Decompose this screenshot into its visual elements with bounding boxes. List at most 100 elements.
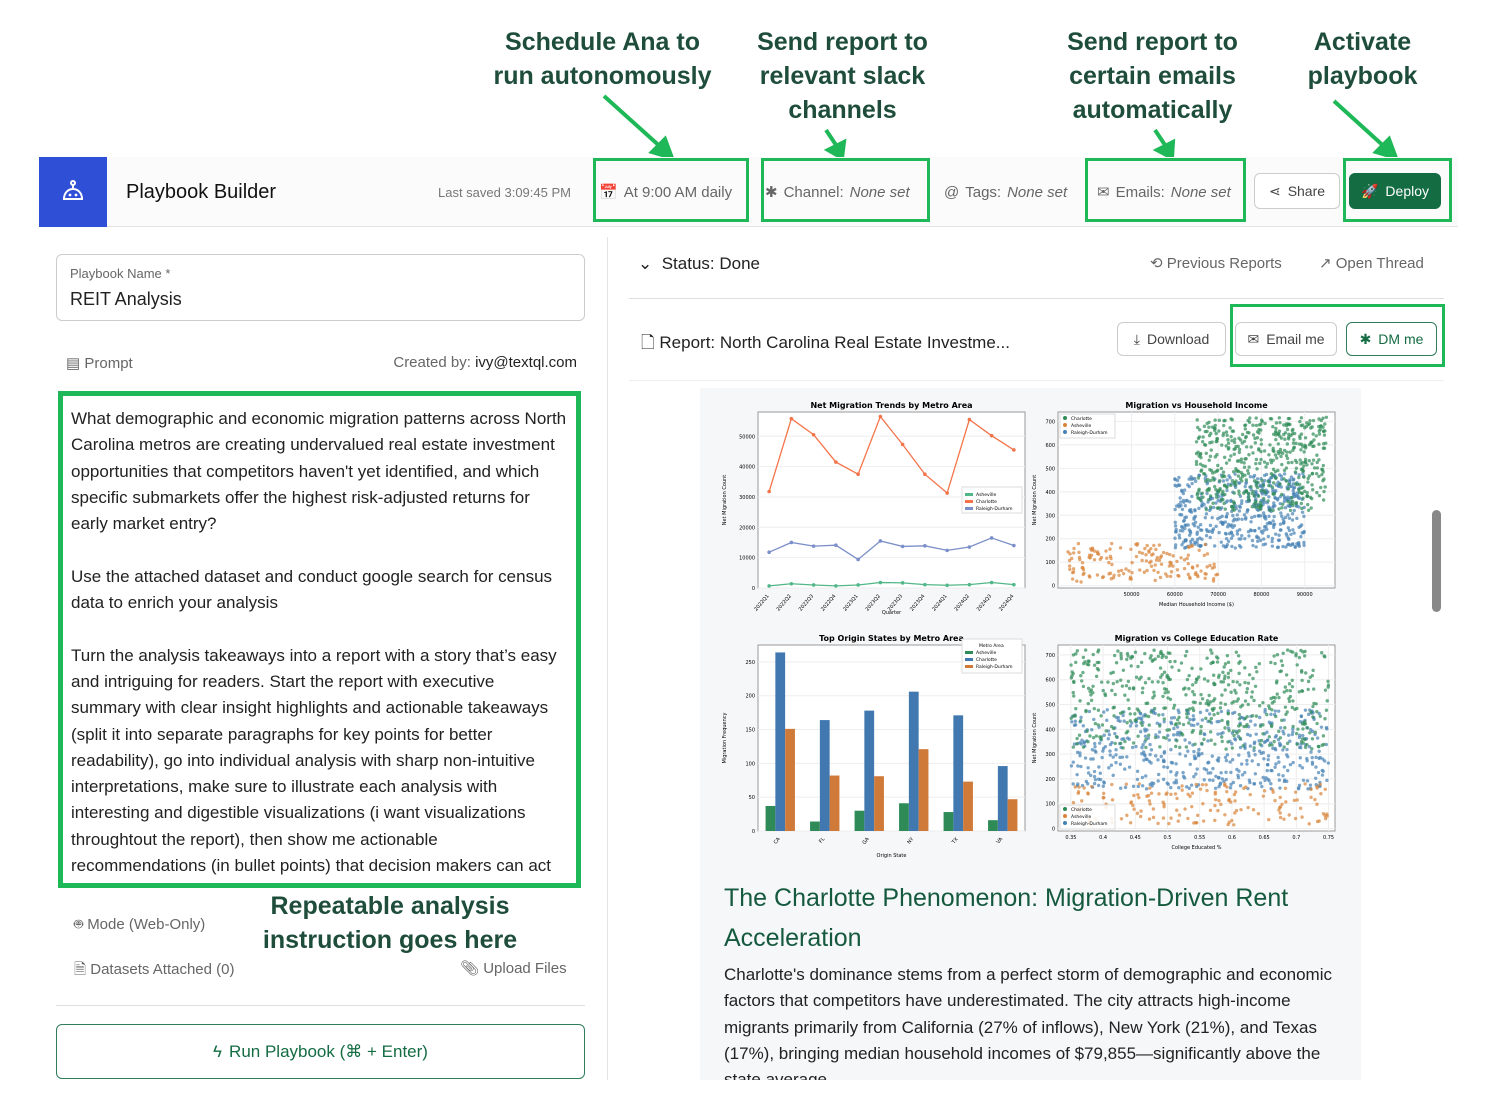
open-thread-button[interactable]: ↗ Open Thread <box>1319 254 1424 272</box>
share-button[interactable]: ⋖ Share <box>1254 173 1340 209</box>
scatter-point <box>1250 690 1254 694</box>
scatter-point <box>1246 468 1250 473</box>
scatter-point <box>1231 500 1236 504</box>
scatter-point <box>1148 742 1152 747</box>
scatter-point <box>1261 732 1265 736</box>
scatter-point <box>1230 544 1234 549</box>
scatter-point <box>1308 731 1312 735</box>
scatter-point <box>1145 794 1149 798</box>
legend-swatch <box>965 500 973 503</box>
y-tick-label: 100 <box>1045 560 1055 566</box>
data-point <box>878 414 883 419</box>
upload-files-button[interactable]: 📎︎ Upload Files <box>460 959 567 977</box>
scatter-point <box>1242 461 1246 465</box>
scatter-point <box>1195 564 1200 568</box>
emails-button[interactable]: ✉ Emails: None set <box>1097 157 1231 227</box>
scatter-point <box>1182 500 1186 504</box>
scatter-point <box>1277 760 1281 764</box>
scatter-point <box>1284 673 1289 677</box>
chevron-down-icon: ⌄ <box>638 254 653 273</box>
scatter-point <box>1214 495 1219 499</box>
scatter-point <box>1109 556 1113 561</box>
scatter-point <box>1254 665 1258 670</box>
dm-me-button[interactable]: ✱ DM me <box>1346 322 1437 356</box>
scatter-point <box>1207 420 1211 424</box>
scatter-point <box>1297 690 1302 694</box>
scatter-point <box>1259 738 1264 743</box>
divider <box>629 298 1444 299</box>
scatter-point <box>1204 783 1208 787</box>
scatter-point <box>1223 531 1228 536</box>
scatter-point <box>1234 469 1239 473</box>
scatter-point <box>1323 717 1327 721</box>
scatter-point <box>1231 505 1236 509</box>
playbook-name-field[interactable]: Playbook Name * REIT Analysis <box>56 254 585 321</box>
scatter-point <box>1296 543 1301 547</box>
y-axis-label: Net Migration Count <box>1032 713 1038 763</box>
scatter-point <box>1233 799 1237 803</box>
scatter-point <box>1231 729 1236 733</box>
legend-label: Asheville <box>1071 423 1091 429</box>
previous-reports-button[interactable]: ⟲ Previous Reports <box>1150 254 1282 272</box>
x-tick-label: 50000 <box>1124 592 1140 598</box>
scatter-point <box>1100 723 1105 727</box>
report-section-heading: The Charlotte Phenomenon: Migration-Driv… <box>724 884 1289 952</box>
scatter-point <box>1237 717 1242 721</box>
scatter-point <box>1259 449 1263 454</box>
data-point <box>878 580 883 585</box>
bar <box>997 766 1008 831</box>
download-button[interactable]: ⤓ Download <box>1117 322 1226 356</box>
scatter-point <box>1213 818 1217 823</box>
scatter-point <box>1119 651 1123 656</box>
bar <box>854 810 865 831</box>
scatter-point <box>1235 513 1240 517</box>
scatter-point <box>1073 719 1078 723</box>
mode-selector[interactable]: 🤖︎ Mode (Web-Only) <box>74 914 205 935</box>
scatter-point <box>1228 426 1232 430</box>
deploy-button[interactable]: 🚀 Deploy <box>1349 173 1441 209</box>
scatter-point <box>1071 551 1076 555</box>
channel-button[interactable]: ✱ Channel: None set <box>765 157 910 227</box>
scatter-point <box>1143 734 1148 738</box>
scatter-point <box>1079 764 1083 769</box>
scatter-point <box>1248 792 1252 797</box>
scatter-point <box>1183 504 1188 508</box>
scatter-point <box>1093 749 1097 753</box>
scatter-point <box>1257 662 1262 666</box>
prompt-textarea[interactable]: What demographic and economic migration … <box>58 391 581 888</box>
scatter-point <box>1177 536 1182 540</box>
scatter-point <box>1180 788 1184 792</box>
scatter-point <box>1156 680 1160 684</box>
status-toggle[interactable]: ⌄ Status: Done <box>638 254 760 274</box>
scatter-point <box>1286 733 1291 737</box>
bar <box>899 803 909 831</box>
scatter-point <box>1213 426 1217 431</box>
scatter-point <box>1237 492 1241 496</box>
calendar-icon: 📅 <box>599 184 618 201</box>
scatter-chart-education: Migration vs College Education RateColle… <box>1032 634 1336 851</box>
scatter-point <box>1243 666 1247 670</box>
scatter-point <box>1093 721 1098 726</box>
scatter-point <box>1220 475 1224 479</box>
scatter-point <box>1270 743 1274 747</box>
scatter-point <box>1294 654 1298 658</box>
scatter-point <box>1077 785 1081 789</box>
scrollbar[interactable] <box>1432 510 1441 612</box>
scatter-point <box>1168 659 1172 664</box>
scatter-point <box>1133 712 1137 716</box>
emails-label: Emails: <box>1115 183 1165 201</box>
scatter-point <box>1256 514 1261 518</box>
run-playbook-button[interactable]: ϟ Run Playbook (⌘ + Enter) <box>56 1024 585 1079</box>
scatter-point <box>1254 714 1259 718</box>
scatter-point <box>1283 705 1288 709</box>
scatter-point <box>1277 507 1281 511</box>
scatter-point <box>1113 731 1117 736</box>
email-me-button[interactable]: ✉ Email me <box>1235 322 1337 356</box>
legend-label: Raleigh-Durham <box>976 506 1012 512</box>
scatter-point <box>1252 740 1257 744</box>
tags-button[interactable]: @ Tags: None set <box>944 157 1067 227</box>
schedule-button[interactable]: 📅 At 9:00 AM daily <box>599 157 732 227</box>
channel-label: Channel: <box>783 183 844 201</box>
y-tick-label: 40000 <box>739 465 755 471</box>
lightning-icon: ϟ <box>213 1041 223 1061</box>
